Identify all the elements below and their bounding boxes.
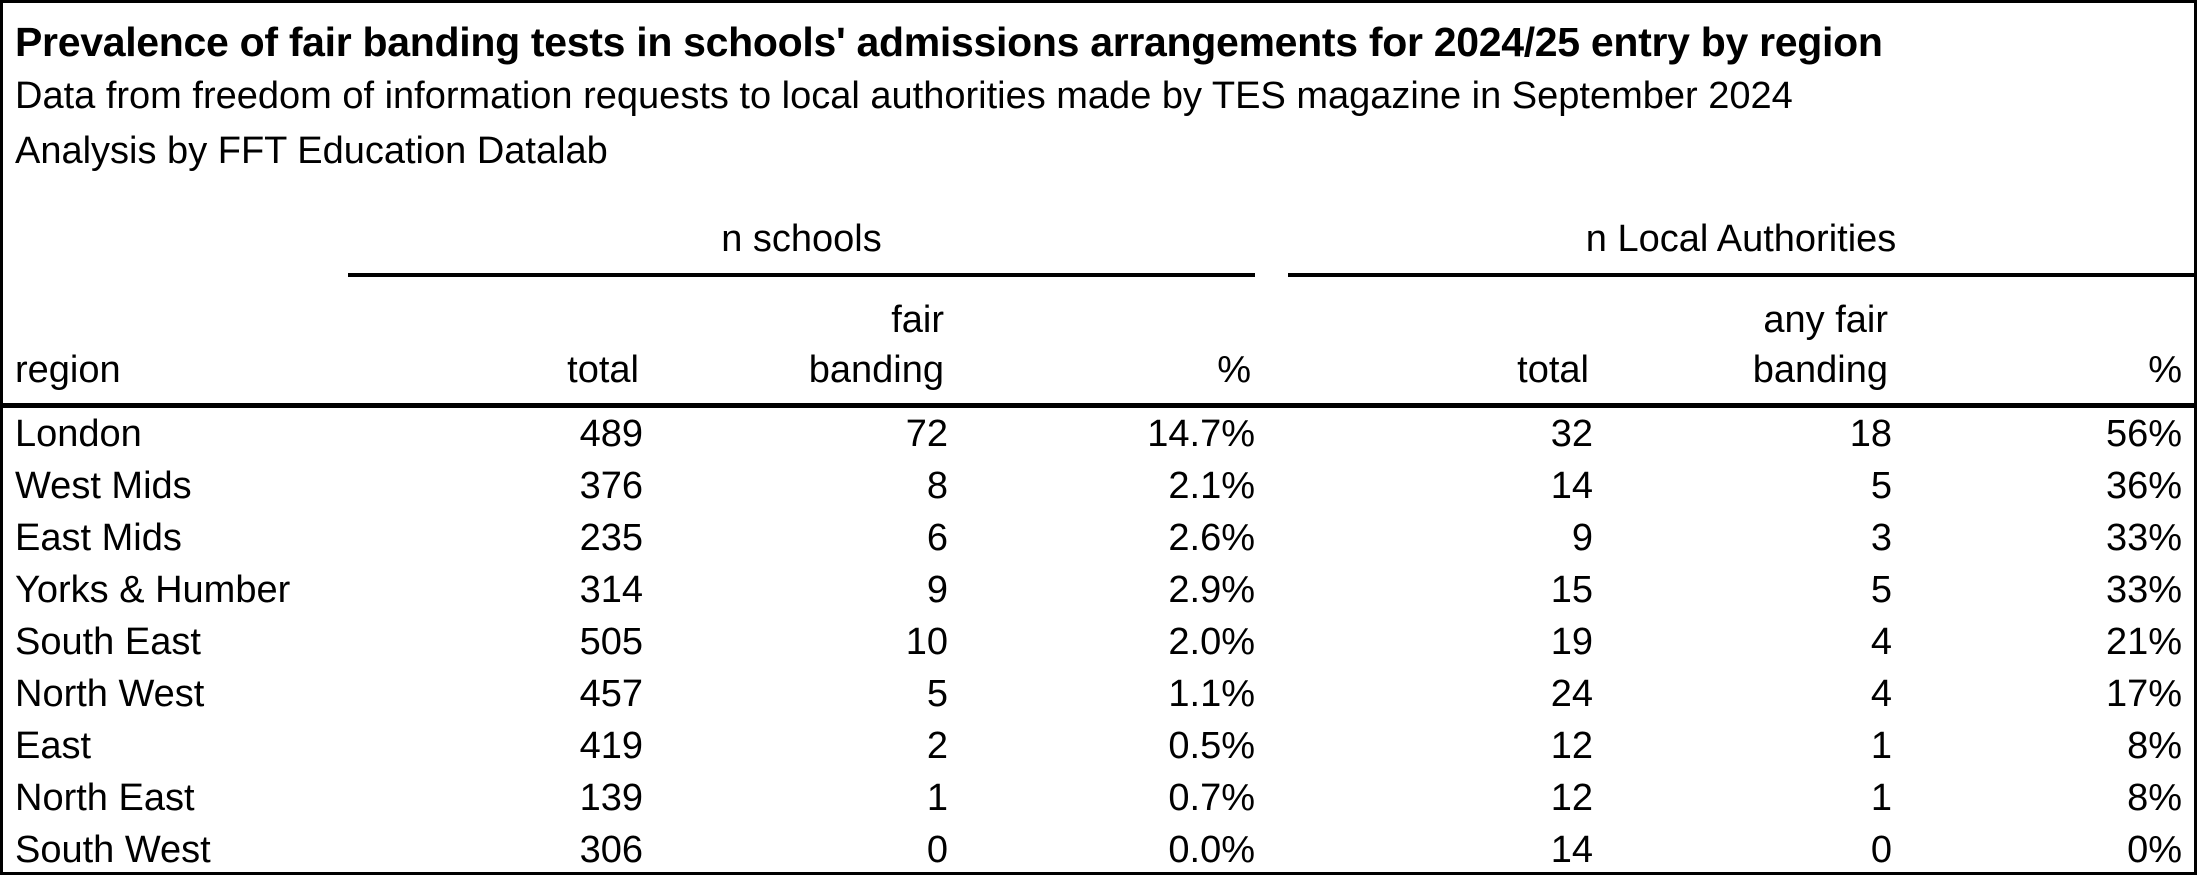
col-header-las-total: total [1255,277,1593,408]
value-cell: 8% [2127,724,2183,767]
value-cell: 32 [1550,412,1593,455]
value-cell: 5 [1870,464,1892,507]
table-row: North East 139 1 0.7% 12 1 8% [3,772,2194,824]
table-row: Yorks & Humber 314 9 2.9% 15 5 33% [3,564,2194,616]
col-header-las-percent: % [1892,277,2194,408]
region-cell: South East [15,620,201,663]
value-cell: 14 [1550,464,1593,507]
value-cell: 314 [579,568,643,611]
table-row: West Mids 376 8 2.1% 14 5 36% [3,460,2194,512]
figure-title: Prevalence of fair banding tests in scho… [15,19,1883,65]
value-cell: 2.6% [1168,516,1255,559]
figure-attribution: Analysis by FFT Education Datalab [15,130,608,172]
region-cell: North West [15,672,205,715]
table-row: East Mids 235 6 2.6% 9 3 33% [3,512,2194,564]
value-cell: 6 [926,516,948,559]
value-cell: 2.0% [1168,620,1255,663]
value-cell: 12 [1550,724,1593,767]
value-cell: 306 [579,828,643,871]
value-cell: 376 [579,464,643,507]
region-cell: East Mids [15,516,182,559]
table-row: South East 505 10 2.0% 19 4 21% [3,616,2194,668]
value-cell: 5 [926,672,948,715]
value-cell: 457 [579,672,643,715]
figure-subtitle: Data from freedom of information request… [15,75,1793,117]
value-cell: 1 [926,776,948,819]
value-cell: 56% [2105,412,2183,455]
col-header-region: region [3,277,348,408]
value-cell: 8% [2127,776,2183,819]
region-cell: London [15,412,142,455]
group-header-n-schools: n schools [348,218,1255,277]
table-row: London 489 72 14.7% 32 18 56% [3,406,2194,461]
figure-header: Prevalence of fair banding tests in scho… [3,3,2194,179]
value-cell: 0 [926,828,948,871]
value-cell: 15 [1550,568,1593,611]
region-cell: Yorks & Humber [15,568,291,611]
group-header-cell-n-schools: n schools [348,209,1255,277]
value-cell: 8 [926,464,948,507]
value-cell: 33% [2105,568,2183,611]
value-cell: 0.5% [1168,724,1255,767]
value-cell: 1.1% [1168,672,1255,715]
value-cell: 17% [2105,672,2183,715]
col-header-las-any-fair-banding: any fair banding [1593,277,1892,408]
value-cell: 1 [1870,776,1892,819]
value-cell: 14 [1550,828,1593,871]
value-cell: 10 [905,620,948,663]
col-header-schools-fair-banding: fair banding [643,277,948,408]
value-cell: 18 [1849,412,1892,455]
value-cell: 419 [579,724,643,767]
value-cell: 2.9% [1168,568,1255,611]
value-cell: 489 [579,412,643,455]
value-cell: 21% [2105,620,2183,663]
region-cell: East [15,724,92,767]
region-cell: South West [15,828,211,871]
table-body: London 489 72 14.7% 32 18 56% West Mids 376 8 2.1%… [3,406,2194,873]
value-cell: 3 [1870,516,1892,559]
value-cell: 139 [579,776,643,819]
value-cell: 9 [926,568,948,611]
value-cell: 4 [1870,620,1892,663]
value-cell: 72 [905,412,948,455]
region-cell: West Mids [15,464,192,507]
value-cell: 0.7% [1168,776,1255,819]
value-cell: 36% [2105,464,2183,507]
column-header-row: region total fair banding % total any fa… [3,277,2194,408]
col-header-schools-total: total [348,277,643,408]
value-cell: 0 [1870,828,1892,871]
value-cell: 12 [1550,776,1593,819]
group-header-n-schools-label: n schools [721,218,882,260]
group-header-row: n schools n Local Authorities [3,209,2194,277]
group-header-spacer [3,209,348,277]
group-header-n-local-authorities: n Local Authorities [1288,218,2194,277]
value-cell: 0.0% [1168,828,1255,871]
value-cell: 33% [2105,516,2183,559]
table-row: North West 457 5 1.1% 24 4 17% [3,668,2194,720]
value-cell: 5 [1870,568,1892,611]
value-cell: 19 [1550,620,1593,663]
value-cell: 1 [1870,724,1892,767]
data-table: n schools n Local Authorities region tot… [3,209,2194,873]
table-row: East 419 2 0.5% 12 1 8% [3,720,2194,772]
group-header-n-las-label: n Local Authorities [1585,218,1897,260]
value-cell: 235 [579,516,643,559]
value-cell: 2.1% [1168,464,1255,507]
region-cell: North East [15,776,195,819]
value-cell: 505 [579,620,643,663]
col-header-schools-percent: % [948,277,1255,408]
value-cell: 9 [1571,516,1593,559]
table-row: South West 306 0 0.0% 14 0 0% [3,824,2194,872]
value-cell: 14.7% [1147,412,1255,455]
group-header-cell-n-las: n Local Authorities [1255,209,2194,277]
value-cell: 2 [926,724,948,767]
value-cell: 4 [1870,672,1892,715]
value-cell: 24 [1550,672,1593,715]
value-cell: 0% [2127,828,2183,871]
